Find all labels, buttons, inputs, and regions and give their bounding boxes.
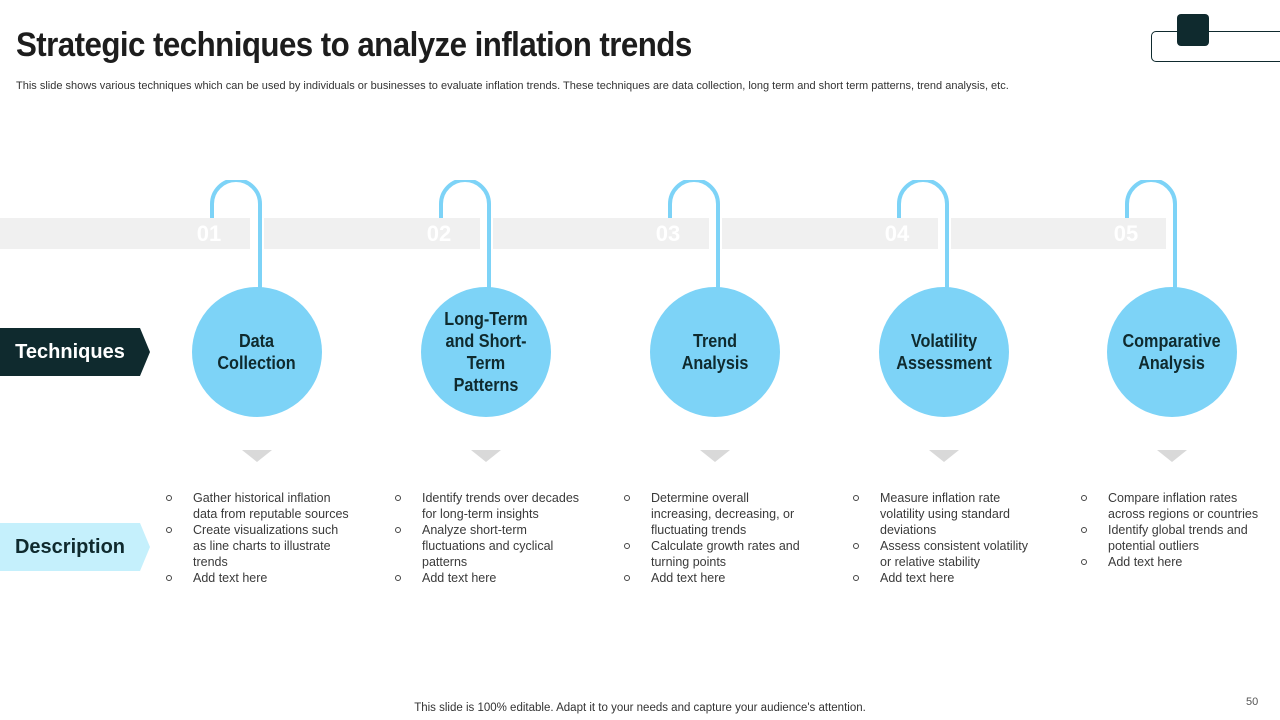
technique-circle-5: Comparative Analysis (1107, 287, 1237, 417)
step-number: 04 (884, 221, 910, 246)
technique-circle-3: Trend Analysis (650, 287, 780, 417)
list-item: Create visualizations such as line chart… (164, 522, 354, 570)
hook-connector-5 (1125, 180, 1177, 292)
list-item: Add text here (393, 570, 585, 586)
description-label: Description (0, 523, 150, 571)
technique-title: Data Collection (217, 331, 297, 373)
list-item: Add text here (851, 570, 1039, 586)
slide-subtitle: This slide shows various techniques whic… (16, 80, 1009, 92)
slide-title: Strategic techniques to analyze inflatio… (16, 26, 692, 64)
timeline-band-5 (951, 218, 1166, 249)
technique-circle-1: Data Collection (192, 287, 322, 417)
list-item: Compare inflation rates across regions o… (1079, 490, 1271, 522)
slide-footer: This slide is 100% editable. Adapt it to… (414, 702, 866, 714)
corner-decoration-square (1177, 14, 1209, 46)
technique-circle-4: Volatility Assessment (879, 287, 1009, 417)
list-item: Assess consistent volatility or relative… (851, 538, 1039, 570)
list-item: Add text here (622, 570, 810, 586)
list-item: Calculate growth rates and turning point… (622, 538, 810, 570)
list-item: Determine overall increasing, decreasing… (622, 490, 810, 538)
technique-circle-2: Long-Term and Short-Term Patterns (421, 287, 551, 417)
technique-title: Volatility Assessment (896, 331, 992, 373)
timeline-band-4 (722, 218, 938, 249)
timeline-band-2 (264, 218, 480, 249)
pointer-arrow-2 (471, 450, 501, 462)
list-item: Add text here (164, 570, 354, 586)
step-number: 01 (196, 221, 222, 246)
timeline-band-1 (0, 218, 250, 249)
hook-connector-1 (210, 180, 262, 292)
list-item: Measure inflation rate volatility using … (851, 490, 1039, 538)
technique-title: Comparative Analysis (1122, 331, 1222, 373)
hook-connector-2 (439, 180, 491, 292)
pointer-arrow-5 (1157, 450, 1187, 462)
description-list-4: Measure inflation rate volatility using … (851, 490, 1039, 586)
page-number: 50 (1246, 696, 1259, 708)
list-item: Analyze short-term fluctuations and cycl… (393, 522, 585, 570)
techniques-label: Techniques (0, 328, 150, 376)
list-item: Identify global trends and potential out… (1079, 522, 1271, 554)
step-number: 05 (1113, 221, 1139, 246)
pointer-arrow-1 (242, 450, 272, 462)
description-list-1: Gather historical inflation data from re… (164, 490, 354, 586)
timeline-band-3 (493, 218, 709, 249)
corner-decoration-frame (1151, 31, 1280, 62)
pointer-arrow-3 (700, 450, 730, 462)
hook-connector-4 (897, 180, 949, 292)
hook-connector-3 (668, 180, 720, 292)
pointer-arrow-4 (929, 450, 959, 462)
list-item: Identify trends over decades for long-te… (393, 490, 585, 522)
description-list-5: Compare inflation rates across regions o… (1079, 490, 1271, 570)
list-item: Gather historical inflation data from re… (164, 490, 354, 522)
technique-title: Trend Analysis (681, 331, 749, 373)
step-number: 03 (655, 221, 681, 246)
technique-title: Long-Term and Short-Term Patterns (444, 309, 528, 395)
list-item: Add text here (1079, 554, 1271, 570)
step-number: 02 (426, 221, 452, 246)
description-list-3: Determine overall increasing, decreasing… (622, 490, 810, 586)
description-list-2: Identify trends over decades for long-te… (393, 490, 585, 586)
